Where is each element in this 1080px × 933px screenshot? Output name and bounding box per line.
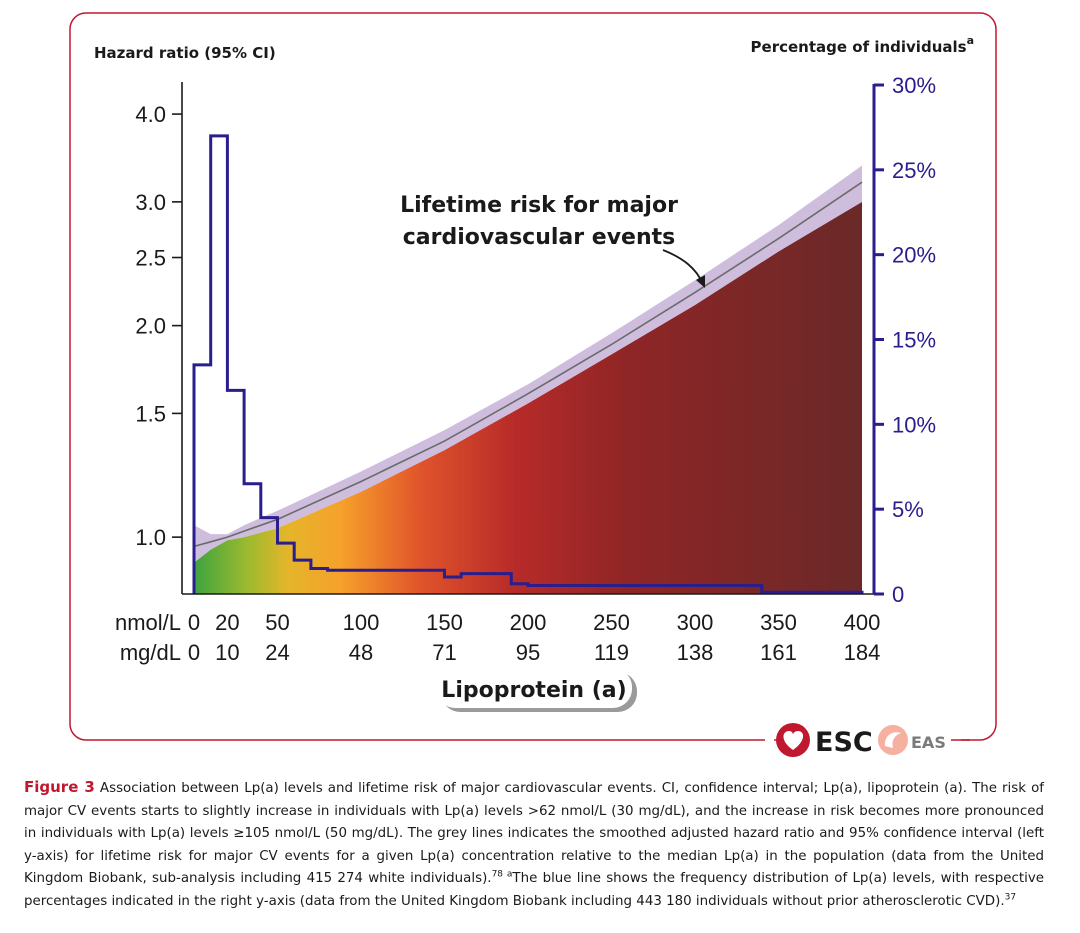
ci-band-layer xyxy=(194,165,862,563)
x-tick-label-nmol: 200 xyxy=(510,610,547,635)
right-tick-label: 20% xyxy=(892,243,936,268)
caption-ref-1: 78 xyxy=(491,869,504,880)
ci-band xyxy=(194,165,862,563)
x-axis-title: Lipoprotein (a) xyxy=(441,678,626,703)
caption-text-1: Association between Lp(a) levels and lif… xyxy=(24,781,1044,886)
right-tick-label: 10% xyxy=(892,412,936,437)
x-tick-group: 0 0 20 10 50 24 100 48 150 71 200 95 250 119 300 138 350… xyxy=(188,610,880,665)
figure-panel: Hazard ratio (95% CI) Percentage of indi… xyxy=(69,12,997,758)
hazard-ratio-line xyxy=(193,181,863,548)
risk-gradient-area xyxy=(194,201,862,594)
left-tick-label: 1.0 xyxy=(135,525,166,550)
right-tick-label: 0 xyxy=(892,582,904,607)
caption-ref-2: 37 xyxy=(1004,892,1017,903)
x-tick-label-mgdl: 95 xyxy=(516,640,540,665)
left-tick-label: 2.0 xyxy=(135,314,166,339)
left-tick-label: 1.5 xyxy=(135,401,166,426)
figure-frame xyxy=(69,12,997,741)
right-tick-group: 30% 25% 20% 15% 10% 5% 0 xyxy=(874,73,936,607)
right-tick-label: 15% xyxy=(892,328,936,353)
esc-heart-shape xyxy=(783,731,804,750)
x-unit-nmol: nmol/L xyxy=(115,610,181,635)
x-tick-label-mgdl: 24 xyxy=(265,640,289,665)
left-tick-group: 4.0 3.0 2.5 2.0 1.5 1.0 xyxy=(135,102,182,550)
right-axis-title: Percentage of individualsa xyxy=(751,34,974,56)
x-tick-label-mgdl: 138 xyxy=(677,640,714,665)
annotation-line-2: cardiovascular events xyxy=(403,225,675,250)
eas-logo-mark xyxy=(884,732,901,748)
x-tick-label-nmol: 400 xyxy=(844,610,881,635)
x-tick-label-mgdl: 119 xyxy=(594,640,629,665)
left-tick-label: 3.0 xyxy=(135,190,166,215)
x-tick-label-mgdl: 10 xyxy=(215,640,239,665)
caption-label: Figure 3 xyxy=(24,778,95,796)
x-tick-label-nmol: 300 xyxy=(677,610,714,635)
distribution-layer xyxy=(192,134,864,594)
eas-logo-text: EAS xyxy=(911,733,946,752)
x-title-box xyxy=(436,668,632,708)
x-tick-label-mgdl: 161 xyxy=(760,640,797,665)
x-tick-label-mgdl: 184 xyxy=(844,640,881,665)
x-tick-label-nmol: 150 xyxy=(426,610,463,635)
x-tick-label-nmol: 350 xyxy=(760,610,797,635)
x-tick-label-nmol: 250 xyxy=(593,610,630,635)
right-tick-label: 5% xyxy=(892,497,924,522)
annotation-line-1: Lifetime risk for major xyxy=(400,193,678,218)
caption-text-2: The blue line shows the frequency distri… xyxy=(24,871,1044,909)
left-tick-label: 2.5 xyxy=(135,246,166,271)
hazard-line-layer xyxy=(193,181,863,548)
x-tick-label-mgdl: 48 xyxy=(349,640,373,665)
annotation-arrowhead xyxy=(696,275,705,288)
distribution-step-line xyxy=(192,134,864,594)
x-tick-label-mgdl: 71 xyxy=(432,640,456,665)
figure-caption: Figure 3 Association between Lp(a) level… xyxy=(24,776,1044,913)
x-tick-label-nmol: 50 xyxy=(265,610,289,635)
eas-logo: EAS xyxy=(878,725,970,755)
left-axis-title: Hazard ratio (95% CI) xyxy=(94,44,276,62)
caption-sup-a: a xyxy=(503,869,513,880)
x-tick-label-nmol: 0 xyxy=(188,610,200,635)
esc-logo: ESC xyxy=(774,723,873,758)
x-tick-label-nmol: 20 xyxy=(215,610,239,635)
x-tick-label-mgdl: 0 xyxy=(188,640,200,665)
annotation-arrow xyxy=(662,249,704,285)
x-tick-label-nmol: 100 xyxy=(343,610,380,635)
left-tick-label: 4.0 xyxy=(135,102,166,127)
esc-logo-text: ESC xyxy=(815,727,873,758)
right-tick-label: 30% xyxy=(892,73,936,98)
right-tick-label: 25% xyxy=(892,158,936,183)
x-unit-mgdl: mg/dL xyxy=(120,640,181,665)
risk-fill-layer xyxy=(194,201,862,594)
